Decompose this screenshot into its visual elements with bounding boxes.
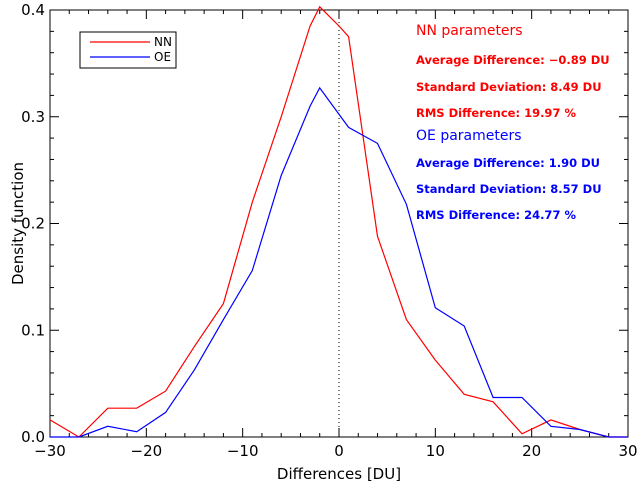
x-tick-label: 10 (426, 442, 445, 460)
x-axis-label: Differences [DU] (277, 465, 401, 483)
series-layer (49, 5, 628, 438)
series-line-nn (49, 5, 628, 438)
x-tick-label: 0 (334, 442, 344, 460)
x-tick-label: −20 (131, 442, 163, 460)
y-tick-label: 0.3 (21, 108, 45, 126)
legend-label-oe: OE (154, 50, 171, 64)
legend-box (79, 31, 177, 69)
axes-layer: −30 −20 −10 0 10 20 30 0.0 0.1 0.2 0.3 0.4 (21, 1, 637, 460)
x-tick-label: 20 (522, 442, 541, 460)
y-tick-label: 0.4 (21, 1, 45, 19)
annotation-line: Standard Deviation: 8.57 DU (416, 182, 602, 196)
x-tick-label: −10 (227, 442, 259, 460)
annotation-line: Average Difference: 1.90 DU (416, 156, 600, 170)
x-tick-label: −30 (34, 442, 66, 460)
axis-labels: Differences [DU] Density function (9, 162, 401, 483)
annotation-line: RMS Difference: 19.97 % (416, 106, 576, 120)
y-tick-label: 0.0 (21, 428, 45, 446)
annotation-line: NN parameters (416, 23, 523, 39)
annotation-line: Average Difference: −0.89 DU (416, 53, 610, 67)
annotation-line: RMS Difference: 24.77 % (416, 208, 576, 222)
series-line-oe (50, 86, 628, 438)
y-tick-label: 0.1 (21, 321, 45, 339)
annotation-line: Standard Deviation: 8.49 DU (416, 80, 602, 94)
y-axis-label: Density function (9, 162, 27, 285)
y-tick-label: 0.2 (21, 215, 45, 233)
legend-label-nn: NN (154, 35, 172, 49)
annotation-panel: NN parameters Average Difference: −0.89 D… (416, 23, 610, 222)
x-tick-label: 30 (618, 442, 637, 460)
annotation-line: OE parameters (416, 128, 522, 144)
